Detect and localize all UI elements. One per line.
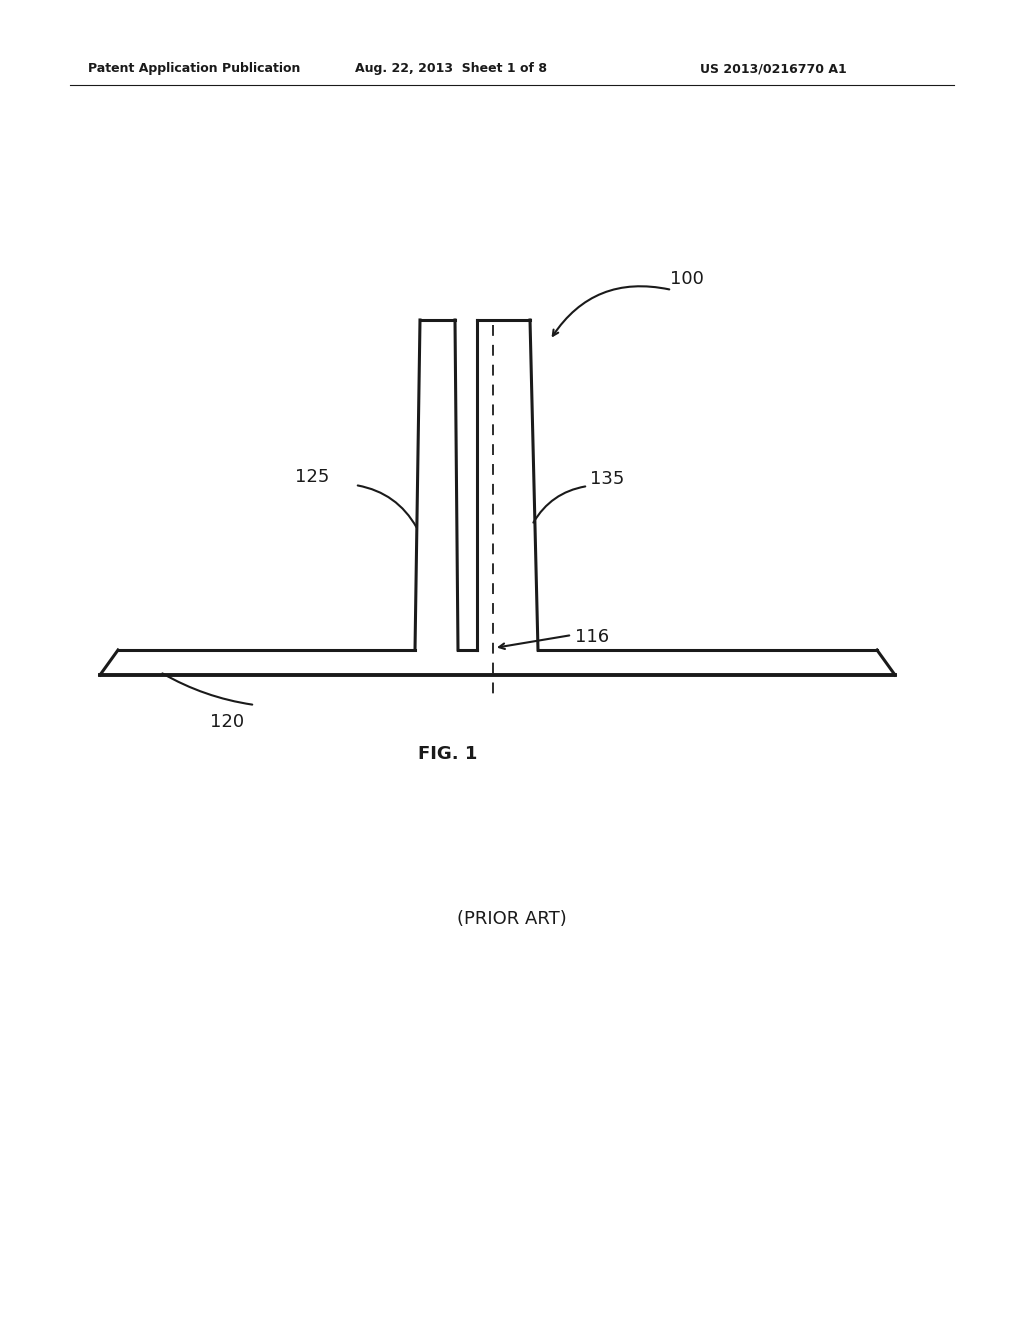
Text: Patent Application Publication: Patent Application Publication — [88, 62, 300, 75]
Text: 135: 135 — [590, 470, 625, 488]
Text: 120: 120 — [210, 713, 244, 731]
Text: US 2013/0216770 A1: US 2013/0216770 A1 — [700, 62, 847, 75]
Text: 100: 100 — [670, 271, 703, 288]
Text: 125: 125 — [295, 469, 330, 486]
Text: Aug. 22, 2013  Sheet 1 of 8: Aug. 22, 2013 Sheet 1 of 8 — [355, 62, 547, 75]
Text: FIG. 1: FIG. 1 — [419, 744, 477, 763]
Text: 116: 116 — [575, 628, 609, 645]
Text: (PRIOR ART): (PRIOR ART) — [457, 909, 567, 928]
